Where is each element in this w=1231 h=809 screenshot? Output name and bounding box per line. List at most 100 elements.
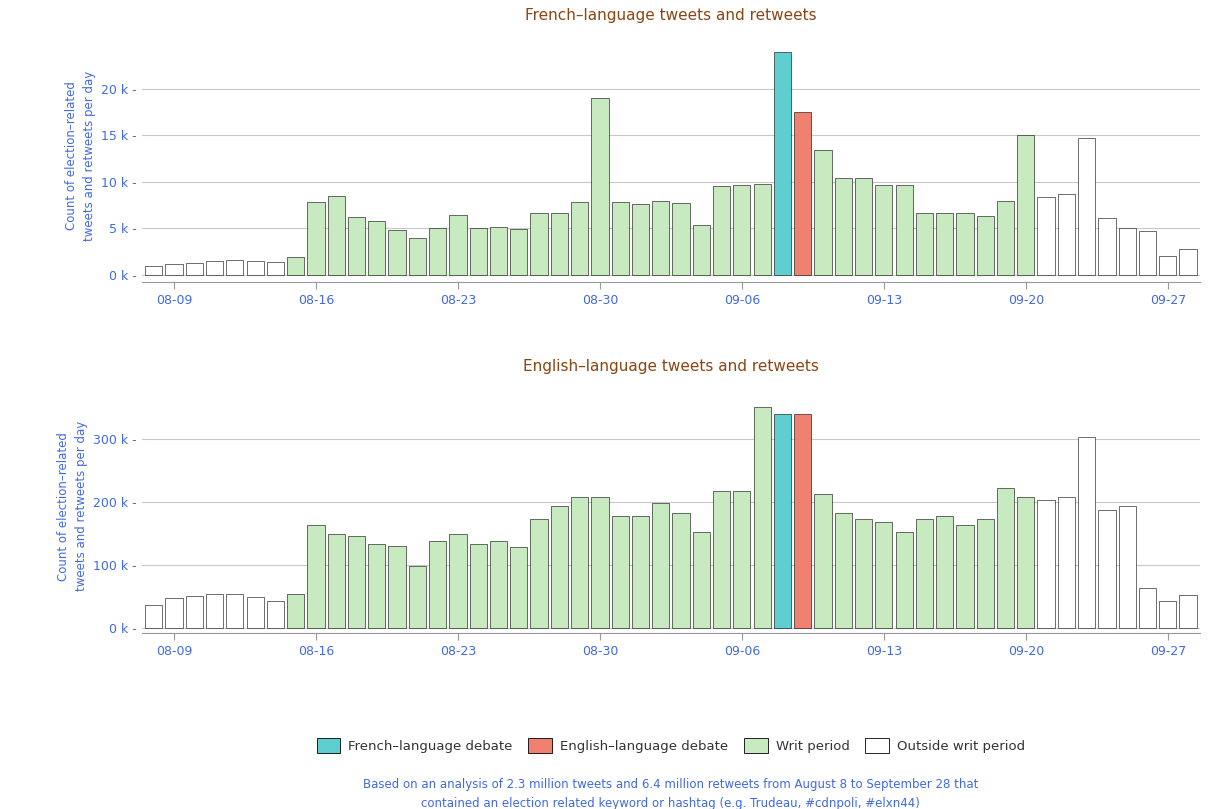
Y-axis label: Count of election–related
tweets and retweets per day: Count of election–related tweets and ret… bbox=[57, 421, 87, 591]
Legend: French–language debate, English–language debate, Writ period, Outside writ perio: French–language debate, English–language… bbox=[311, 733, 1030, 759]
Bar bbox=[145, 265, 162, 275]
Bar bbox=[1098, 218, 1115, 275]
Title: English–language tweets and retweets: English–language tweets and retweets bbox=[523, 358, 819, 374]
Bar bbox=[227, 594, 244, 628]
Bar bbox=[186, 263, 203, 275]
Bar bbox=[591, 98, 608, 275]
Bar bbox=[327, 196, 345, 275]
Bar bbox=[368, 544, 385, 628]
Bar bbox=[165, 599, 182, 628]
Bar bbox=[531, 519, 548, 628]
Bar bbox=[815, 150, 832, 275]
Bar bbox=[327, 534, 345, 628]
Bar bbox=[267, 262, 284, 275]
Bar bbox=[734, 490, 751, 628]
Bar bbox=[1098, 510, 1115, 628]
Bar bbox=[794, 413, 811, 628]
Bar bbox=[449, 214, 467, 275]
Bar bbox=[308, 202, 325, 275]
Bar bbox=[469, 544, 486, 628]
Text: Based on an analysis of 2.3 million tweets and 6.4 million retweets from August : Based on an analysis of 2.3 million twee… bbox=[363, 778, 979, 809]
Bar bbox=[206, 594, 223, 628]
Bar bbox=[186, 596, 203, 628]
Bar bbox=[734, 184, 751, 275]
Bar bbox=[794, 112, 811, 275]
Bar bbox=[430, 541, 447, 628]
Bar bbox=[1119, 228, 1136, 275]
Bar bbox=[510, 548, 527, 628]
Bar bbox=[774, 413, 792, 628]
Bar bbox=[693, 532, 710, 628]
Bar bbox=[145, 605, 162, 628]
Bar bbox=[774, 52, 792, 275]
Bar bbox=[469, 227, 486, 275]
Bar bbox=[571, 497, 588, 628]
Bar bbox=[287, 594, 304, 628]
Bar bbox=[753, 408, 771, 628]
Bar bbox=[1038, 197, 1055, 275]
Bar bbox=[165, 264, 182, 275]
Bar bbox=[815, 493, 832, 628]
Bar bbox=[510, 230, 527, 275]
Bar bbox=[1139, 231, 1156, 275]
Bar bbox=[531, 213, 548, 275]
Bar bbox=[632, 516, 649, 628]
Bar bbox=[693, 225, 710, 275]
Bar bbox=[591, 497, 608, 628]
Bar bbox=[409, 566, 426, 628]
Bar bbox=[895, 532, 912, 628]
Bar bbox=[652, 503, 670, 628]
Title: French–language tweets and retweets: French–language tweets and retweets bbox=[526, 8, 816, 23]
Bar bbox=[1179, 595, 1197, 628]
Bar bbox=[267, 601, 284, 628]
Bar bbox=[206, 261, 223, 275]
Bar bbox=[246, 261, 263, 275]
Bar bbox=[652, 201, 670, 275]
Bar bbox=[1017, 135, 1034, 275]
Bar bbox=[409, 238, 426, 275]
Bar bbox=[550, 506, 567, 628]
Bar bbox=[227, 260, 244, 275]
Bar bbox=[916, 519, 933, 628]
Bar bbox=[612, 516, 629, 628]
Bar bbox=[1179, 249, 1197, 275]
Bar bbox=[632, 204, 649, 275]
Bar bbox=[1078, 437, 1096, 628]
Bar bbox=[835, 513, 852, 628]
Bar bbox=[287, 257, 304, 275]
Bar bbox=[936, 213, 953, 275]
Bar bbox=[490, 227, 507, 275]
Bar bbox=[246, 597, 263, 628]
Bar bbox=[916, 213, 933, 275]
Bar bbox=[713, 490, 730, 628]
Bar bbox=[550, 213, 567, 275]
Bar bbox=[571, 202, 588, 275]
Bar bbox=[997, 201, 1014, 275]
Bar bbox=[956, 525, 974, 628]
Bar bbox=[856, 519, 873, 628]
Y-axis label: Count of election–related
tweets and retweets per day: Count of election–related tweets and ret… bbox=[64, 70, 96, 240]
Bar bbox=[389, 231, 406, 275]
Bar bbox=[753, 184, 771, 275]
Bar bbox=[672, 513, 689, 628]
Bar bbox=[875, 522, 892, 628]
Bar bbox=[856, 178, 873, 275]
Bar bbox=[997, 488, 1014, 628]
Bar bbox=[875, 184, 892, 275]
Bar bbox=[1160, 256, 1177, 275]
Bar bbox=[449, 534, 467, 628]
Bar bbox=[835, 178, 852, 275]
Bar bbox=[1160, 601, 1177, 628]
Bar bbox=[1057, 194, 1075, 275]
Bar bbox=[1119, 506, 1136, 628]
Bar bbox=[1038, 500, 1055, 628]
Bar bbox=[976, 216, 993, 275]
Bar bbox=[1078, 138, 1096, 275]
Bar bbox=[430, 228, 447, 275]
Bar bbox=[936, 516, 953, 628]
Bar bbox=[612, 202, 629, 275]
Bar bbox=[308, 525, 325, 628]
Bar bbox=[956, 213, 974, 275]
Bar bbox=[713, 185, 730, 275]
Bar bbox=[348, 536, 366, 628]
